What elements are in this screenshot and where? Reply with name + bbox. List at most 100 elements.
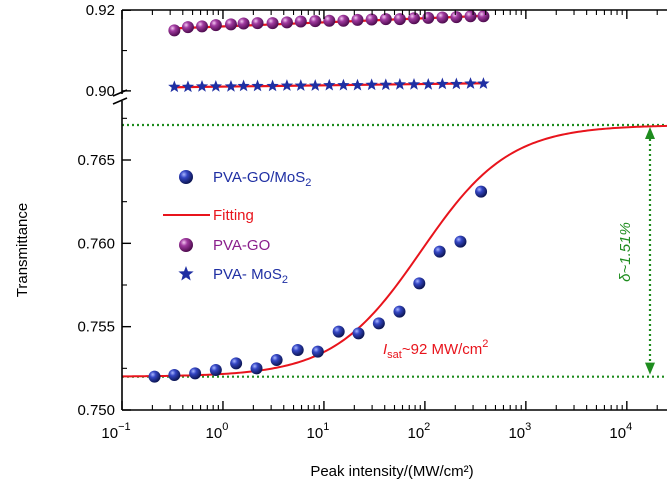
data-point-pva-mos2 bbox=[294, 79, 307, 91]
x-tick-exponent: −1 bbox=[118, 421, 131, 433]
data-point-pva-go-mos2 bbox=[332, 325, 345, 338]
delta-arrowhead-up bbox=[645, 127, 655, 139]
isat-value: ~92 MW/cm bbox=[402, 341, 482, 358]
legend-label-go: PVA-GO bbox=[213, 237, 270, 254]
y-tick-label: 0.90 bbox=[86, 83, 115, 100]
legend-label-gomos2: PVA-GO/MoS2 bbox=[213, 169, 311, 189]
data-point-pva-mos2 bbox=[195, 79, 209, 92]
data-point-pva-go-mos2 bbox=[209, 364, 222, 376]
data-point-pva-go bbox=[209, 19, 222, 32]
data-point-pva-go bbox=[422, 11, 435, 24]
data-point-pva-go bbox=[351, 13, 364, 26]
x-tick-base: 10 bbox=[508, 425, 525, 442]
y-tick-label: 0.755 bbox=[77, 319, 115, 336]
data-point-pva-go bbox=[393, 13, 406, 26]
data-point-pva-go bbox=[181, 21, 194, 34]
axes: 10−1 100 101 102 103 1040.7500.7550.7600.7650… bbox=[14, 2, 667, 480]
legend-text: PVA- MoS bbox=[213, 266, 282, 283]
y-tick-label: 0.760 bbox=[77, 235, 115, 252]
data-point-pva-mos2 bbox=[181, 80, 195, 93]
data-point-pva-mos2 bbox=[280, 79, 294, 91]
data-points bbox=[148, 10, 490, 383]
data-point-pva-mos2 bbox=[450, 77, 463, 90]
data-point-pva-go bbox=[379, 13, 392, 26]
x-tick-base: 10 bbox=[307, 425, 324, 442]
data-point-pva-mos2 bbox=[477, 77, 490, 89]
data-point-pva-mos2 bbox=[464, 77, 477, 89]
data-point-pva-go bbox=[224, 18, 237, 31]
y-tick-label: 0.750 bbox=[77, 402, 115, 419]
data-point-pva-go bbox=[168, 24, 181, 37]
legend-label-fit: Fitting bbox=[213, 207, 254, 224]
legend-label-mos2: PVA- MoS2 bbox=[213, 266, 288, 286]
data-point-pva-mos2 bbox=[237, 79, 250, 92]
data-point-pva-go bbox=[237, 17, 250, 30]
isat-superscript: 2 bbox=[482, 338, 488, 350]
data-point-pva-go bbox=[477, 10, 490, 23]
x-tick-label: 10−1 bbox=[101, 421, 130, 442]
x-tick-label: 101 bbox=[307, 421, 330, 442]
x-tick-base: 10 bbox=[206, 425, 223, 442]
data-point-pva-go-mos2 bbox=[454, 235, 467, 248]
axis-break-mark bbox=[112, 97, 128, 105]
y-axis-title: Transmittance bbox=[14, 203, 31, 297]
data-point-pva-mos2 bbox=[365, 78, 378, 91]
data-point-pva-go bbox=[450, 11, 463, 24]
x-tick-exponent: 3 bbox=[525, 421, 531, 433]
data-point-pva-go bbox=[365, 13, 378, 26]
data-point-pva-go-mos2 bbox=[413, 277, 426, 290]
x-tick-label: 104 bbox=[609, 421, 632, 442]
data-point-pva-mos2 bbox=[337, 78, 350, 91]
data-point-pva-go-mos2 bbox=[291, 344, 304, 356]
legend-text: PVA-GO/MoS bbox=[213, 169, 305, 186]
data-point-pva-mos2 bbox=[266, 79, 279, 92]
data-point-pva-mos2 bbox=[379, 78, 392, 91]
y-tick-label: 0.765 bbox=[77, 152, 115, 169]
delta-annotation: δ~1.51% bbox=[617, 222, 634, 282]
isat-annotation: Isat~92 MW/cm2 bbox=[383, 338, 488, 361]
data-point-pva-go bbox=[407, 12, 420, 25]
x-tick-exponent: 0 bbox=[222, 421, 228, 433]
data-point-pva-mos2 bbox=[323, 78, 336, 91]
data-point-pva-go-mos2 bbox=[311, 345, 324, 358]
data-point-pva-go-mos2 bbox=[393, 305, 406, 318]
data-point-pva-go-mos2 bbox=[475, 185, 488, 198]
isat-symbol: I bbox=[383, 341, 387, 358]
delta-arrowhead-down bbox=[645, 362, 655, 375]
data-point-pva-go bbox=[266, 17, 279, 30]
legend-marker-pva-go bbox=[179, 238, 193, 252]
data-point-pva-mos2 bbox=[422, 77, 435, 90]
data-point-pva-mos2 bbox=[168, 80, 181, 93]
legend-marker-pva-go-mos2 bbox=[179, 170, 193, 184]
data-point-pva-go-mos2 bbox=[250, 362, 263, 375]
x-tick-label: 102 bbox=[407, 421, 430, 442]
y-tick-label: 0.92 bbox=[86, 2, 115, 19]
legend-subscript: 2 bbox=[305, 177, 311, 189]
data-point-pva-go bbox=[464, 10, 477, 23]
data-point-pva-go-mos2 bbox=[148, 370, 161, 383]
data-point-pva-go-mos2 bbox=[189, 367, 202, 380]
data-point-pva-go bbox=[294, 15, 307, 28]
x-tick-label: 103 bbox=[508, 421, 531, 442]
x-tick-exponent: 1 bbox=[323, 421, 329, 433]
data-point-pva-mos2 bbox=[407, 77, 421, 90]
data-point-pva-go bbox=[323, 14, 336, 27]
data-point-pva-go-mos2 bbox=[433, 245, 446, 258]
data-point-pva-mos2 bbox=[351, 78, 364, 91]
reference-lines bbox=[122, 123, 667, 378]
annotations: Isat~92 MW/cm2 δ~1.51% bbox=[383, 222, 634, 361]
x-tick-label: 100 bbox=[206, 421, 229, 442]
data-point-pva-go-mos2 bbox=[352, 327, 365, 340]
data-point-pva-mos2 bbox=[393, 77, 407, 90]
data-point-pva-mos2 bbox=[309, 79, 322, 91]
data-point-pva-go bbox=[337, 14, 350, 27]
data-point-pva-go bbox=[280, 16, 293, 29]
x-tick-base: 10 bbox=[407, 425, 424, 442]
data-point-pva-mos2 bbox=[224, 79, 238, 92]
x-tick-exponent: 2 bbox=[424, 421, 430, 433]
data-point-pva-go-mos2 bbox=[270, 354, 283, 366]
data-point-pva-go bbox=[251, 17, 264, 30]
data-point-pva-go-mos2 bbox=[372, 317, 385, 330]
